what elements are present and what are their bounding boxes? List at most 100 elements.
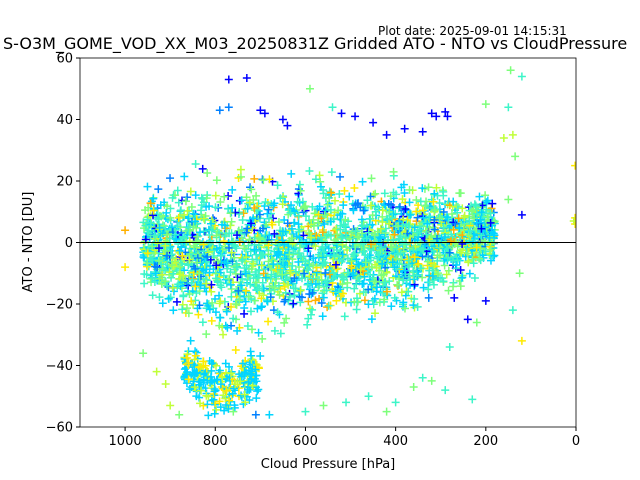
scatter-point xyxy=(246,247,255,256)
scatter-point xyxy=(490,251,499,260)
scatter-point xyxy=(443,112,452,121)
scatter-point xyxy=(194,380,203,389)
scatter-point xyxy=(316,233,325,242)
scatter-point xyxy=(287,169,296,178)
scatter-point xyxy=(199,378,208,387)
scatter-point xyxy=(370,277,379,286)
scatter-point xyxy=(301,407,310,416)
scatter-point xyxy=(191,159,200,168)
scatter-point xyxy=(276,265,285,274)
scatter-point xyxy=(367,174,376,183)
scatter-point xyxy=(350,284,359,293)
scatter-point xyxy=(291,267,300,276)
scatter-point xyxy=(430,215,439,224)
scatter-point xyxy=(161,277,170,286)
scatter-point xyxy=(416,197,425,206)
scatter-point xyxy=(372,263,381,272)
scatter-point xyxy=(269,260,278,269)
scatter-point xyxy=(309,254,318,263)
scatter-point xyxy=(193,258,202,267)
scatter-point xyxy=(184,359,193,368)
scatter-point xyxy=(445,343,454,352)
scatter-point xyxy=(380,295,389,304)
scatter-point xyxy=(190,383,199,392)
scatter-point xyxy=(333,234,342,243)
scatter-point xyxy=(182,353,191,362)
x-tick-label: 800 xyxy=(203,434,228,449)
scatter-point xyxy=(329,269,338,278)
scatter-point xyxy=(225,229,234,238)
scatter-point xyxy=(249,259,258,268)
scatter-point xyxy=(470,273,479,282)
scatter-point xyxy=(375,250,384,259)
scatter-point xyxy=(457,248,466,257)
scatter-point xyxy=(359,287,368,296)
scatter-point xyxy=(154,244,163,253)
scatter-point xyxy=(517,210,526,219)
scatter-point xyxy=(305,290,314,299)
scatter-point xyxy=(393,281,402,290)
scatter-point xyxy=(490,217,499,226)
scatter-point xyxy=(217,283,226,292)
scatter-point xyxy=(226,397,235,406)
scatter-point xyxy=(360,272,369,281)
scatter-point xyxy=(215,299,224,308)
scatter-point xyxy=(481,191,490,200)
scatter-point xyxy=(303,280,312,289)
scatter-point xyxy=(352,305,361,314)
scatter-point xyxy=(291,284,300,293)
scatter-point xyxy=(250,174,259,183)
scatter-point xyxy=(267,270,276,279)
scatter-point xyxy=(285,250,294,259)
scatter-point xyxy=(337,272,346,281)
scatter-point xyxy=(226,280,235,289)
scatter-point xyxy=(293,197,302,206)
scatter-point xyxy=(336,225,345,234)
scatter-point xyxy=(434,269,443,278)
scatter-point xyxy=(278,227,287,236)
scatter-point xyxy=(283,121,292,130)
scatter-point xyxy=(234,286,243,295)
scatter-point xyxy=(370,294,379,303)
scatter-point xyxy=(207,219,216,228)
scatter-point xyxy=(220,192,229,201)
scatter-point xyxy=(240,368,249,377)
scatter-point xyxy=(264,257,273,266)
scatter-point xyxy=(508,130,517,139)
scatter-point xyxy=(270,326,279,335)
scatter-point xyxy=(195,228,204,237)
scatter-point xyxy=(418,273,427,282)
x-axis-label: Cloud Pressure [hPa] xyxy=(261,457,396,472)
scatter-point xyxy=(317,298,326,307)
scatter-point xyxy=(265,231,274,240)
scatter-point xyxy=(449,225,458,234)
scatter-point xyxy=(349,250,358,259)
scatter-point xyxy=(463,249,472,258)
scatter-point xyxy=(374,203,383,212)
scatter-point xyxy=(380,189,389,198)
scatter-point xyxy=(222,259,231,268)
scatter-point xyxy=(290,207,299,216)
scatter-point xyxy=(412,217,421,226)
scatter-point xyxy=(499,133,508,142)
scatter-point xyxy=(156,255,165,264)
scatter-point xyxy=(252,394,261,403)
scatter-point xyxy=(399,276,408,285)
scatter-point xyxy=(254,328,263,337)
scatter-point xyxy=(151,269,160,278)
scatter-point xyxy=(259,176,268,185)
scatter-point xyxy=(390,263,399,272)
scatter-point xyxy=(429,197,438,206)
scatter-point xyxy=(402,240,411,249)
scatter-point xyxy=(189,241,198,250)
scatter-point xyxy=(326,270,335,279)
scatter-point xyxy=(183,368,192,377)
scatter-point xyxy=(234,209,243,218)
scatter-point xyxy=(305,167,314,176)
scatter-point xyxy=(244,292,253,301)
scatter-point xyxy=(168,283,177,292)
scatter-point xyxy=(466,226,475,235)
scatter-point xyxy=(191,191,200,200)
scatter-point xyxy=(219,237,228,246)
scatter-point xyxy=(477,208,486,217)
